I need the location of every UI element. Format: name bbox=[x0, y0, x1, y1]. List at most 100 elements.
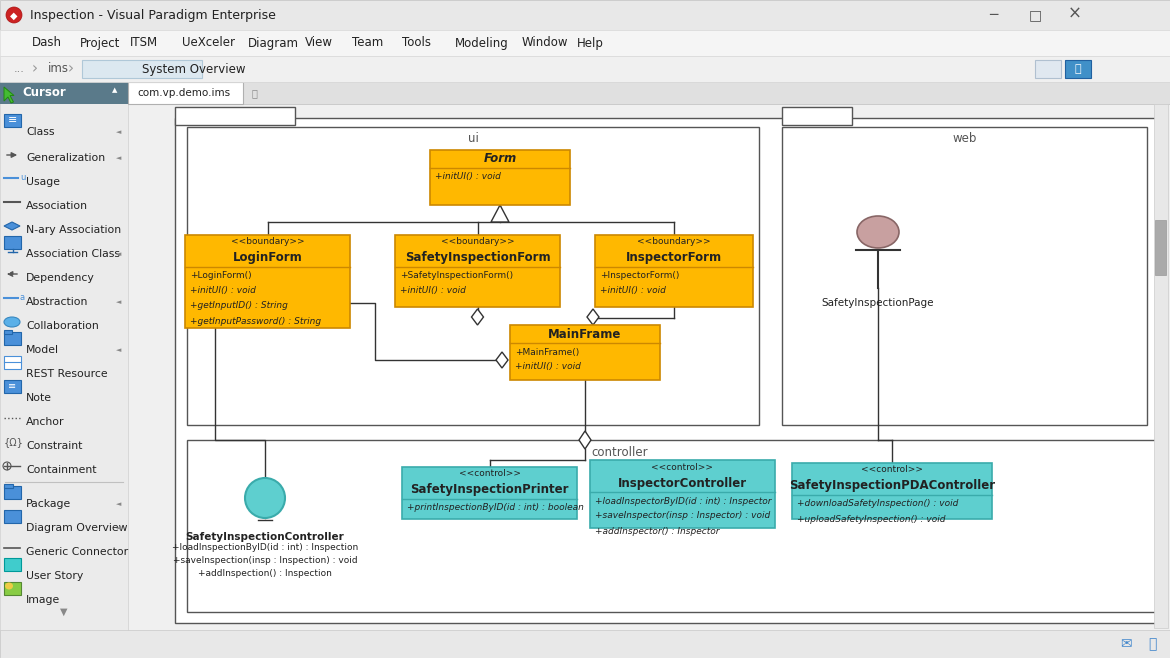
Text: Project: Project bbox=[80, 36, 121, 49]
Bar bbox=[0, 56, 1170, 82]
Text: Association Class: Association Class bbox=[26, 249, 121, 259]
Text: REST Resource: REST Resource bbox=[26, 369, 108, 379]
Bar bbox=[128, 104, 1154, 628]
Text: +printInspectionByID(id : int) : boolean: +printInspectionByID(id : int) : boolean bbox=[407, 503, 584, 513]
Text: +getInputPassword() : String: +getInputPassword() : String bbox=[190, 316, 321, 326]
Text: ›: › bbox=[32, 61, 37, 76]
Bar bbox=[1155, 220, 1166, 275]
Text: System Overview: System Overview bbox=[142, 63, 246, 76]
Text: ITSM: ITSM bbox=[130, 36, 158, 49]
Text: ui: ui bbox=[468, 132, 479, 145]
Text: Team: Team bbox=[352, 36, 384, 49]
Text: Collaboration: Collaboration bbox=[26, 321, 98, 331]
Text: +initUI() : void: +initUI() : void bbox=[190, 286, 256, 295]
Text: LoginForm: LoginForm bbox=[233, 251, 302, 265]
Text: <<control>>: <<control>> bbox=[459, 470, 521, 478]
Ellipse shape bbox=[4, 317, 20, 327]
Text: InspectorController: InspectorController bbox=[618, 476, 748, 490]
Text: Association: Association bbox=[26, 201, 88, 211]
Text: Class: Class bbox=[26, 127, 55, 137]
Text: Form: Form bbox=[483, 153, 517, 166]
Text: Usage: Usage bbox=[26, 177, 60, 187]
Text: +loadInspectionByID(id : int) : Inspection: +loadInspectionByID(id : int) : Inspecti… bbox=[172, 543, 358, 552]
Text: ◄: ◄ bbox=[116, 525, 122, 531]
Text: +LoginForm(): +LoginForm() bbox=[190, 272, 252, 280]
Text: ◄: ◄ bbox=[116, 299, 122, 305]
Text: Help: Help bbox=[577, 36, 604, 49]
Bar bbox=[176, 118, 1163, 623]
Text: +addInspector() : Inspector: +addInspector() : Inspector bbox=[596, 526, 720, 536]
Bar bbox=[4, 114, 21, 127]
Text: Tools: Tools bbox=[402, 36, 431, 49]
Bar bbox=[176, 107, 295, 125]
Text: +MainFrame(): +MainFrame() bbox=[515, 347, 579, 357]
Text: Generalization: Generalization bbox=[26, 153, 105, 163]
Bar bbox=[0, 30, 1170, 56]
Text: Dependency: Dependency bbox=[26, 273, 95, 283]
Text: ims: ims bbox=[48, 63, 69, 76]
Text: View: View bbox=[305, 36, 333, 49]
Text: Generic Connector: Generic Connector bbox=[26, 547, 129, 557]
Text: +uploadSafetyInspection() : void: +uploadSafetyInspection() : void bbox=[797, 515, 945, 524]
Text: Containment: Containment bbox=[26, 465, 96, 475]
Polygon shape bbox=[579, 431, 591, 449]
Bar bbox=[782, 107, 852, 125]
Bar bbox=[1154, 104, 1168, 628]
Text: {Ω}: {Ω} bbox=[4, 437, 23, 447]
Text: N-ary Association: N-ary Association bbox=[26, 225, 122, 235]
Polygon shape bbox=[4, 87, 14, 103]
Text: Package: Package bbox=[26, 499, 71, 509]
Text: 🔍: 🔍 bbox=[252, 88, 257, 98]
Bar bbox=[4, 380, 21, 393]
Text: u: u bbox=[20, 174, 26, 182]
Bar bbox=[4, 356, 21, 369]
Text: <<control>>: <<control>> bbox=[652, 463, 714, 472]
Text: <<boundary>>: <<boundary>> bbox=[638, 238, 711, 247]
Text: web: web bbox=[952, 132, 977, 145]
Text: SafetyInspectionPDAController: SafetyInspectionPDAController bbox=[789, 480, 994, 492]
Text: <<control>>: <<control>> bbox=[861, 465, 923, 474]
Bar bbox=[185, 235, 350, 328]
Text: Modeling: Modeling bbox=[455, 36, 509, 49]
Text: <<boundary>>: <<boundary>> bbox=[230, 238, 304, 247]
Bar bbox=[4, 582, 21, 595]
Text: ◄: ◄ bbox=[116, 347, 122, 353]
Text: ×: × bbox=[1068, 5, 1082, 23]
Bar bbox=[782, 127, 1147, 425]
Text: +initUI() : void: +initUI() : void bbox=[400, 286, 466, 295]
Text: ≡: ≡ bbox=[8, 382, 16, 392]
Bar bbox=[4, 330, 12, 334]
Text: Anchor: Anchor bbox=[26, 417, 64, 427]
Text: a: a bbox=[20, 293, 25, 303]
Bar bbox=[431, 150, 570, 205]
Bar bbox=[1065, 60, 1090, 78]
Text: Model: Model bbox=[26, 345, 58, 355]
Bar bbox=[128, 82, 1170, 104]
Text: ─: ─ bbox=[989, 8, 997, 22]
Bar bbox=[4, 510, 21, 523]
Text: ▼: ▼ bbox=[60, 607, 68, 617]
Text: +saveInspection(insp : Inspection) : void: +saveInspection(insp : Inspection) : voi… bbox=[173, 556, 357, 565]
Text: SafetyInspectionPage: SafetyInspectionPage bbox=[821, 298, 935, 308]
Bar bbox=[0, 82, 128, 656]
Text: controller: controller bbox=[592, 445, 648, 459]
Ellipse shape bbox=[5, 582, 13, 590]
Text: ◄: ◄ bbox=[116, 129, 122, 135]
Text: +addInspection() : Inspection: +addInspection() : Inspection bbox=[198, 569, 332, 578]
Ellipse shape bbox=[856, 216, 899, 248]
Bar bbox=[0, 82, 128, 104]
Bar bbox=[0, 630, 1170, 658]
Text: +initUI() : void: +initUI() : void bbox=[600, 286, 666, 295]
Polygon shape bbox=[496, 352, 508, 368]
Text: ...: ... bbox=[14, 64, 25, 74]
Text: Diagram Overview: Diagram Overview bbox=[26, 523, 128, 533]
Text: □: □ bbox=[1028, 8, 1041, 22]
Bar bbox=[0, 0, 1170, 30]
Bar bbox=[4, 486, 21, 499]
Text: Dash: Dash bbox=[32, 36, 62, 49]
Bar bbox=[792, 463, 992, 519]
Text: +InspectorForm(): +InspectorForm() bbox=[600, 272, 680, 280]
Bar bbox=[4, 236, 21, 249]
Text: User Story: User Story bbox=[26, 571, 83, 581]
Text: MainFrame: MainFrame bbox=[549, 328, 621, 340]
